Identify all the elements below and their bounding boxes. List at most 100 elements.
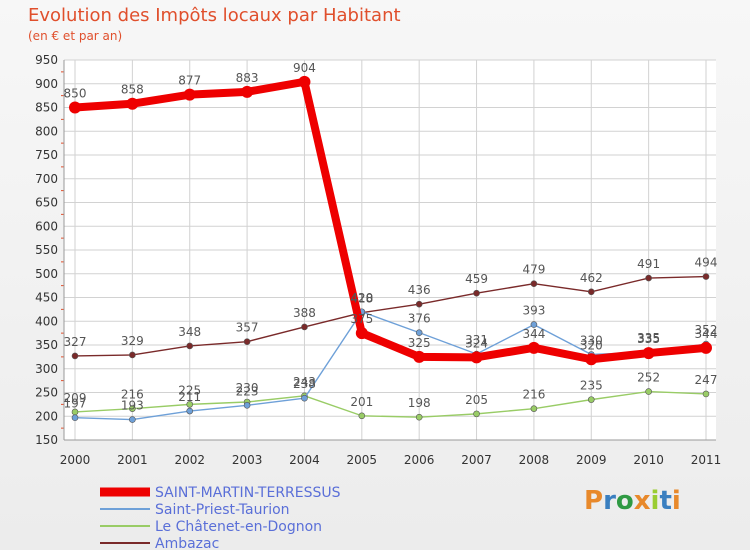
data-label: 335 bbox=[637, 331, 660, 345]
data-label: 344 bbox=[522, 327, 545, 341]
data-label: 211 bbox=[178, 390, 201, 404]
series-line bbox=[74, 390, 707, 418]
x-tick-label: 2006 bbox=[404, 453, 435, 467]
y-tick-label: 350 bbox=[35, 338, 58, 352]
series-line bbox=[74, 77, 707, 364]
data-point bbox=[470, 351, 483, 364]
data-label: 252 bbox=[637, 371, 660, 385]
data-label: 329 bbox=[121, 334, 144, 348]
y-tick-label: 300 bbox=[35, 362, 58, 376]
legend-label: Saint-Priest-Taurion bbox=[155, 502, 290, 518]
data-point bbox=[415, 329, 423, 336]
data-label: 388 bbox=[293, 306, 316, 320]
y-tick-label: 550 bbox=[35, 243, 58, 257]
data-label: 494 bbox=[695, 256, 718, 270]
data-point bbox=[530, 405, 538, 412]
data-label: 352 bbox=[695, 323, 718, 337]
data-point bbox=[702, 390, 710, 398]
data-label: 216 bbox=[121, 388, 144, 402]
data-label: 375 bbox=[350, 312, 373, 326]
data-point bbox=[702, 273, 710, 280]
data-point bbox=[587, 396, 595, 403]
data-point bbox=[186, 407, 194, 415]
data-point bbox=[415, 300, 423, 308]
data-point bbox=[301, 323, 308, 331]
data-label: 325 bbox=[408, 336, 431, 350]
logo-letter: r bbox=[603, 486, 616, 516]
data-label: 393 bbox=[522, 304, 545, 318]
y-tick-label: 650 bbox=[35, 196, 58, 210]
data-label: 850 bbox=[64, 87, 87, 101]
data-label: 216 bbox=[522, 388, 545, 402]
data-label: 858 bbox=[121, 83, 144, 97]
data-point bbox=[530, 321, 538, 328]
data-point bbox=[241, 85, 254, 98]
data-label: 883 bbox=[236, 71, 259, 85]
data-point bbox=[183, 88, 196, 101]
x-tick-label: 2004 bbox=[289, 453, 320, 467]
proxiti-logo: Proxiti bbox=[584, 486, 681, 516]
data-label: 201 bbox=[350, 395, 373, 409]
data-label: 320 bbox=[580, 338, 603, 352]
y-tick-label: 500 bbox=[35, 267, 58, 281]
x-tick-label: 2000 bbox=[60, 453, 91, 467]
data-label: 327 bbox=[64, 335, 87, 349]
x-tick-label: 2010 bbox=[633, 453, 664, 467]
y-tick-label: 400 bbox=[35, 314, 58, 328]
data-label: 877 bbox=[178, 74, 201, 88]
data-point bbox=[69, 101, 81, 114]
data-label: 335 bbox=[637, 332, 660, 346]
data-label: 205 bbox=[465, 393, 488, 407]
logo-letter: x bbox=[633, 486, 651, 516]
data-label: 418 bbox=[350, 292, 373, 306]
data-label: 376 bbox=[408, 312, 431, 326]
data-label: 209 bbox=[64, 391, 87, 405]
y-tick-label: 800 bbox=[35, 124, 58, 138]
data-label: 344 bbox=[695, 327, 718, 341]
data-point bbox=[473, 289, 480, 297]
data-point bbox=[243, 338, 251, 345]
logo-letter: t bbox=[659, 486, 672, 516]
data-point bbox=[129, 416, 136, 423]
data-point bbox=[585, 353, 598, 366]
data-label: 348 bbox=[178, 325, 201, 339]
x-tick-label: 2009 bbox=[576, 453, 607, 467]
data-label: 230 bbox=[236, 381, 259, 395]
data-point bbox=[645, 388, 652, 395]
data-point bbox=[415, 413, 423, 421]
y-tick-label: 450 bbox=[35, 291, 58, 305]
data-label: 324 bbox=[465, 336, 488, 350]
series-line bbox=[74, 275, 707, 357]
data-point bbox=[413, 350, 426, 363]
data-point bbox=[186, 342, 194, 350]
data-label: 459 bbox=[465, 272, 488, 286]
data-point bbox=[527, 341, 540, 354]
y-tick-label: 900 bbox=[35, 77, 58, 91]
logo-letter: P bbox=[584, 486, 604, 516]
data-label: 436 bbox=[408, 283, 431, 297]
data-point bbox=[186, 401, 194, 408]
data-point bbox=[129, 351, 136, 359]
logo-letter: i bbox=[650, 486, 660, 516]
x-tick-label: 2003 bbox=[232, 453, 263, 467]
data-point bbox=[642, 347, 655, 360]
y-tick-label: 250 bbox=[35, 386, 58, 400]
data-label: 420 bbox=[350, 291, 373, 305]
y-tick-label: 200 bbox=[35, 409, 58, 423]
data-point bbox=[71, 414, 79, 421]
x-tick-label: 2005 bbox=[347, 453, 378, 467]
chart-title: Evolution des Impôts locaux par Habitant bbox=[28, 5, 401, 26]
data-point bbox=[243, 402, 251, 409]
data-point bbox=[355, 327, 368, 340]
data-label: 193 bbox=[121, 399, 144, 413]
data-label: 225 bbox=[178, 383, 201, 397]
y-tick-label: 150 bbox=[35, 433, 58, 447]
x-tick-label: 2008 bbox=[519, 453, 550, 467]
data-label: 479 bbox=[522, 263, 545, 277]
data-point bbox=[473, 410, 480, 418]
data-label: 491 bbox=[637, 257, 660, 271]
legend-label: Le Châtenet-en-Dognon bbox=[155, 519, 322, 535]
data-point bbox=[71, 352, 79, 360]
data-point bbox=[645, 274, 652, 282]
